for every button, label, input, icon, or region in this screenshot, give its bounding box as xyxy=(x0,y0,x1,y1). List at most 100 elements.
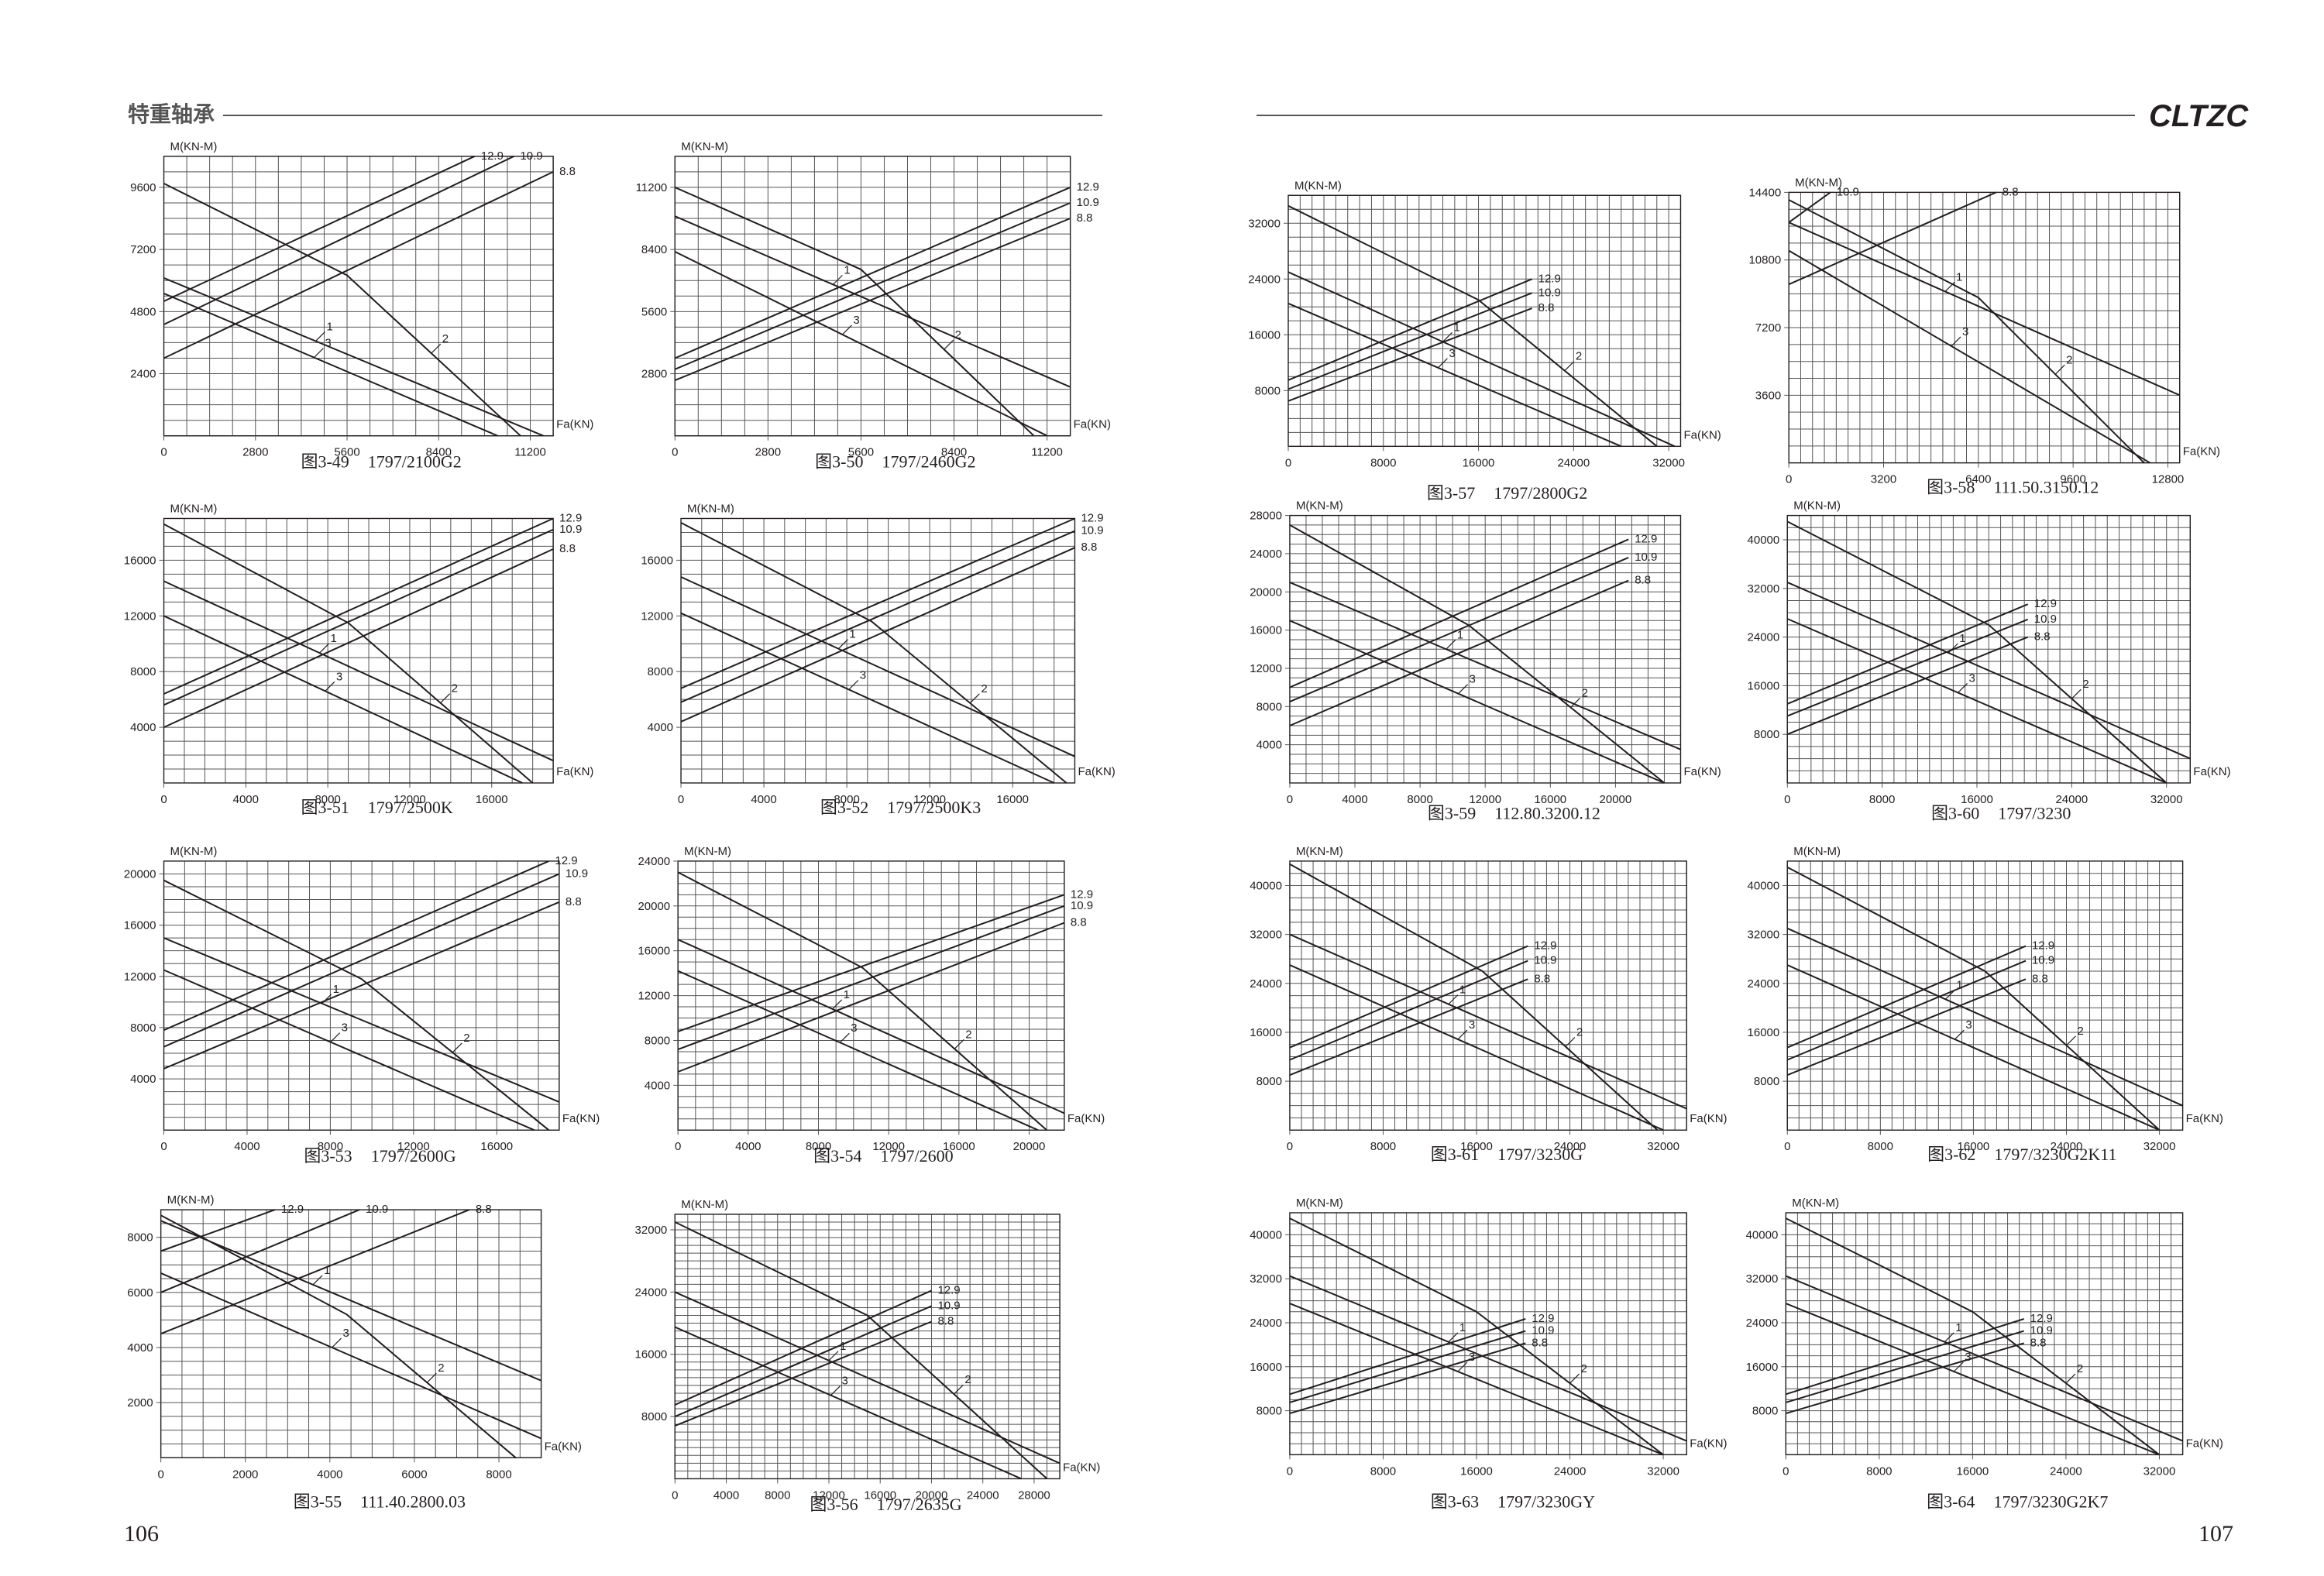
load-curve xyxy=(1289,620,1665,784)
x-axis-label: Fa(KN) xyxy=(1690,1112,1727,1125)
load-curve xyxy=(1287,271,1676,448)
label-leader xyxy=(1958,682,1968,693)
x-tick-label: 0 xyxy=(160,446,167,459)
x-tick-label: 12000 xyxy=(1469,793,1501,806)
x-tick-label: 11200 xyxy=(1031,446,1063,459)
x-tick-label: 0 xyxy=(1784,1140,1790,1153)
y-tick-label: 14400 xyxy=(1748,186,1781,199)
curve-label: 3 xyxy=(1469,1351,1475,1364)
load-curve xyxy=(680,530,1075,703)
bearing-model: 1797/2800G2 xyxy=(1494,483,1587,503)
load-curve xyxy=(1788,191,1831,224)
y-tick-label: 16000 xyxy=(124,554,156,567)
label-leader xyxy=(330,1032,341,1042)
plot-frame xyxy=(163,860,560,1131)
load-curve xyxy=(1786,945,2027,1049)
x-tick-label: 8000 xyxy=(315,793,340,806)
y-axis-label: M(KN-M) xyxy=(1296,500,1343,513)
label-leader xyxy=(315,331,325,342)
x-axis-label: Fa(KN) xyxy=(1063,1461,1100,1474)
y-tick-label: 4000 xyxy=(130,1073,156,1086)
load-curve xyxy=(163,170,554,359)
figure-number: 图3-60 xyxy=(1931,804,1979,823)
bolt-grade-label: 10.9 xyxy=(1081,524,1103,537)
y-tick-label: 2400 xyxy=(130,368,156,381)
bolt-grade-label: 8.8 xyxy=(1077,211,1093,225)
y-axis-label: M(KN-M) xyxy=(1795,176,1842,189)
load-curve xyxy=(1289,579,1629,726)
curve-label: 3 xyxy=(342,1021,348,1035)
label-leader xyxy=(431,343,442,354)
x-tick-label: 2800 xyxy=(755,446,781,459)
y-tick-label: 24000 xyxy=(1748,977,1780,991)
x-tick-label: 0 xyxy=(1287,1140,1293,1153)
y-tick-label: 20000 xyxy=(1250,585,1282,599)
load-curve xyxy=(163,873,560,1048)
load-curve xyxy=(163,183,521,437)
load-curve xyxy=(680,547,1075,723)
figure-number: 图3-57 xyxy=(1427,483,1475,503)
load-curve xyxy=(1287,278,1532,381)
x-tick-label: 16000 xyxy=(476,793,508,806)
y-tick-label: 16000 xyxy=(1248,328,1281,342)
load-curve xyxy=(1289,1275,1687,1442)
load-curve xyxy=(674,202,1071,370)
curve-label: 2 xyxy=(452,682,458,695)
load-curve xyxy=(160,1214,517,1459)
load-curve xyxy=(163,155,476,302)
x-axis-label: Fa(KN) xyxy=(1067,1112,1105,1125)
y-tick-label: 20000 xyxy=(124,867,156,881)
x-tick-label: 12800 xyxy=(2152,473,2185,486)
y-tick-label: 24000 xyxy=(1746,1317,1779,1330)
curve-label: 3 xyxy=(860,668,866,682)
load-curve xyxy=(1786,964,2161,1131)
x-tick-label: 16000 xyxy=(1534,793,1566,806)
x-tick-label: 8000 xyxy=(1370,456,1396,469)
load-curve xyxy=(1786,520,2168,784)
load-curve xyxy=(1289,978,1528,1076)
curve-label: 2 xyxy=(438,1361,444,1375)
load-curve xyxy=(1289,1318,1526,1396)
load-curve xyxy=(163,155,514,325)
bearing-model: 1797/2635G xyxy=(877,1495,962,1514)
label-leader xyxy=(1448,994,1459,1005)
bearing-model: 1797/2500K xyxy=(368,798,453,817)
x-tick-label: 6000 xyxy=(401,1468,427,1481)
y-tick-label: 32000 xyxy=(1250,929,1282,942)
curve-label: 1 xyxy=(333,983,339,996)
load-curve xyxy=(1785,1318,2025,1396)
y-tick-label: 24000 xyxy=(1748,631,1780,644)
x-tick-label: 16000 xyxy=(480,1140,513,1153)
bolt-grade-label: 12.9 xyxy=(555,854,577,867)
load-curve xyxy=(1785,1275,2183,1442)
figure-number: 图3-63 xyxy=(1431,1492,1479,1511)
label-leader xyxy=(319,643,329,654)
curve-label: 1 xyxy=(1459,1321,1466,1334)
label-leader xyxy=(969,693,980,704)
bolt-grade-label: 8.8 xyxy=(559,542,576,555)
x-tick-label: 16000 xyxy=(1958,1140,1990,1153)
figure-number: 图3-62 xyxy=(1927,1145,1975,1164)
bolt-grade-label: 10.9 xyxy=(1534,954,1556,967)
x-tick-label: 8000 xyxy=(1868,1140,1893,1153)
x-tick-label: 12000 xyxy=(394,793,426,806)
y-axis-label: M(KN-M) xyxy=(1296,1197,1343,1210)
bolt-grade-label: 10.9 xyxy=(1077,196,1099,209)
load-curve xyxy=(1786,927,2184,1107)
label-leader xyxy=(837,639,848,650)
bolt-grade-label: 10.9 xyxy=(1538,286,1561,299)
bolt-grade-label: 10.9 xyxy=(2034,613,2057,626)
y-tick-label: 12000 xyxy=(638,990,670,1003)
y-tick-label: 40000 xyxy=(1746,1228,1779,1241)
x-tick-label: 0 xyxy=(1287,793,1293,806)
curve-label: 1 xyxy=(326,320,332,333)
load-curve xyxy=(1289,1342,1526,1415)
load-curve xyxy=(163,969,535,1131)
label-leader xyxy=(1457,1361,1468,1372)
bolt-grade-label: 10.9 xyxy=(2032,954,2054,967)
y-tick-label: 8000 xyxy=(641,1410,667,1423)
bolt-grade-label: 8.8 xyxy=(2003,185,2019,198)
load-curve xyxy=(674,215,1071,388)
